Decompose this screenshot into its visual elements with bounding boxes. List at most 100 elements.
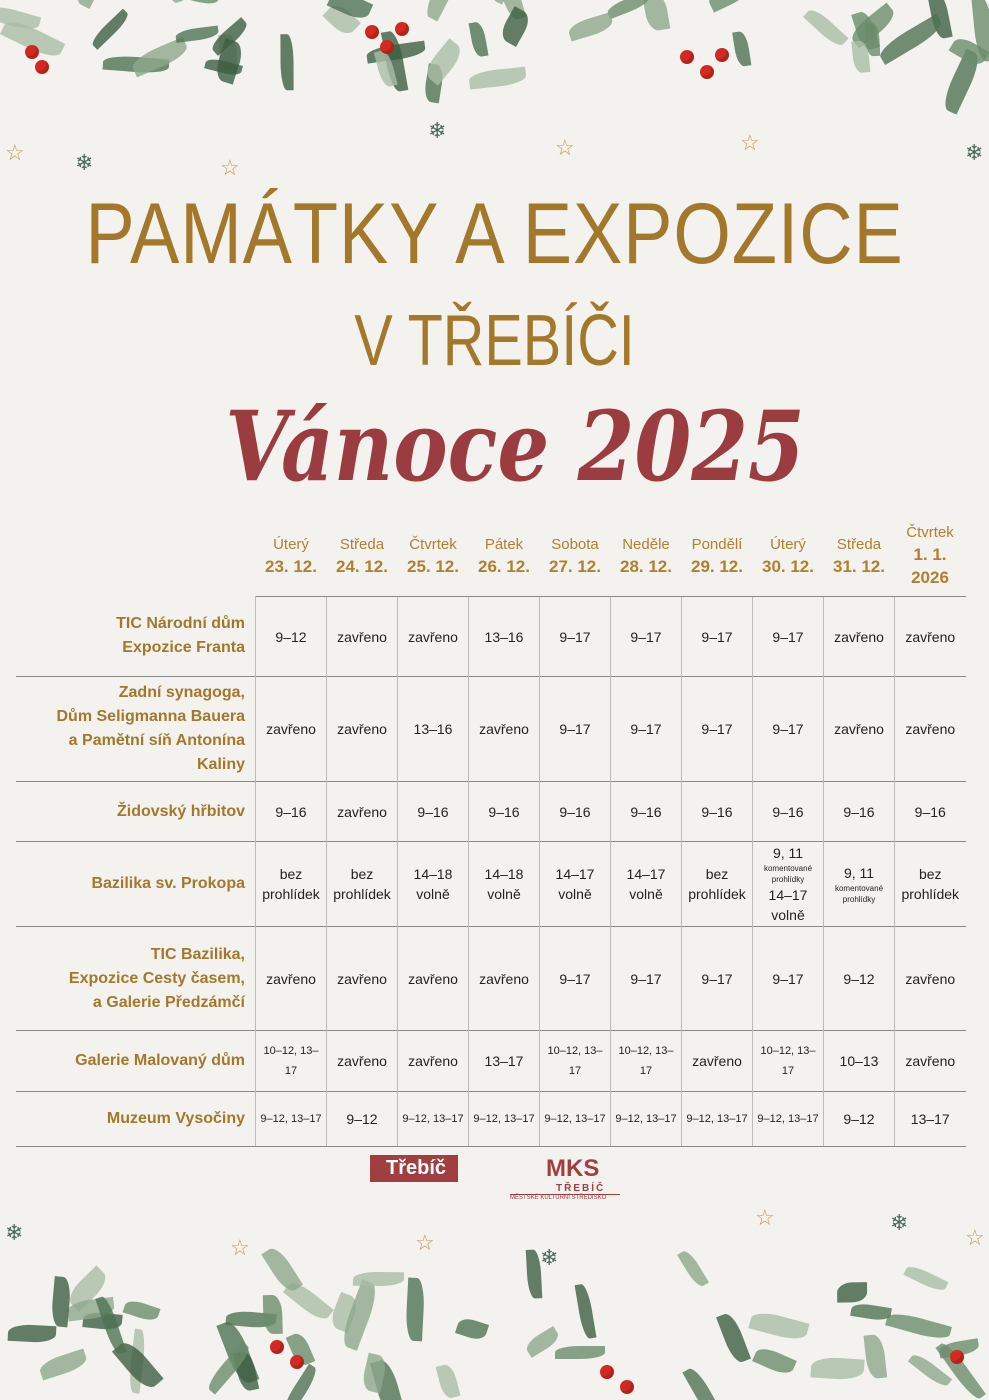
venue-name-line: Expozice Cesty časem, <box>68 969 245 987</box>
venue-name: Muzeum Vysočiny <box>16 1091 256 1147</box>
star-icon: ☆ <box>755 1205 775 1230</box>
schedule-cell: 9–17 <box>610 596 682 677</box>
day-header: Čtvrtek 25. 12. <box>398 522 469 597</box>
cell-text: 9–17 <box>701 721 733 737</box>
cell-part: 9, 11 <box>772 845 804 861</box>
star-icon: ☆ <box>230 1235 250 1260</box>
cell-text: 9–12 <box>275 628 307 645</box>
schedule-cell: 9–17 <box>539 926 611 1031</box>
snowflake-icon: ❄ <box>5 1220 24 1245</box>
schedule-cell: zavřeno <box>894 1030 966 1092</box>
snowflake-icon: ❄ <box>540 1245 559 1270</box>
day-name: Úterý <box>770 535 806 553</box>
leaf-icon <box>405 1277 426 1341</box>
cell-text: 9–17 <box>772 721 804 737</box>
cell-text: 9–16 <box>914 803 946 820</box>
day-header: Sobota 27. 12. <box>540 522 611 597</box>
day-header: Středa 24. 12. <box>327 522 398 597</box>
venue-name-line: Expozice Franta <box>122 639 245 657</box>
cell-text: zavřeno <box>266 970 316 987</box>
cell-text: zavřeno <box>337 721 387 737</box>
schedule-cell: 9–12, 13–17 <box>255 1091 327 1147</box>
schedule-cell: 13–17 <box>894 1091 966 1147</box>
schedule-cell: 10–12, 13–17 <box>610 1030 682 1092</box>
venue-name: Židovský hřbitov <box>16 781 256 842</box>
star-icon: ☆ <box>555 135 575 160</box>
cell-text: 9–12, 13–17 <box>544 1113 606 1125</box>
cell-text: 9–16 <box>843 803 875 820</box>
schedule-cell: 9–12 <box>326 1091 398 1147</box>
table-row: Galerie Malovaný dům 10–12, 13–17 zavřeno z… <box>16 1030 966 1092</box>
day-header: Pondělí 29. 12. <box>682 522 753 597</box>
day-name: Čtvrtek <box>409 535 457 553</box>
schedule-cell: bez prohlídek <box>326 841 398 927</box>
cell-text: zavřeno <box>408 970 458 987</box>
day-header: Neděle 28. 12. <box>611 522 682 597</box>
schedule-cell: zavřeno <box>255 676 327 782</box>
venue-name: Galerie Malovaný dům <box>16 1030 256 1092</box>
cell-text: 10–12, 13–17 <box>547 1045 603 1077</box>
berry-icon <box>680 50 694 64</box>
cell-text: 9–12 <box>843 1111 875 1127</box>
day-name: Pátek <box>484 535 524 553</box>
schedule-cell: 9–12 <box>255 596 327 677</box>
berry-icon <box>290 1355 304 1369</box>
cell-text: 9–16 <box>417 803 449 820</box>
table-row: Židovský hřbitov 9–16 zavřeno 9–16 9–16 9–16 9… <box>16 781 966 842</box>
berry-icon <box>715 48 729 62</box>
leaf-icon <box>175 25 220 43</box>
table-row: Bazilika sv. Prokopa bez prohlídek bez pro… <box>16 841 966 927</box>
schedule-cell: 10–12, 13–17 <box>255 1030 327 1092</box>
berry-icon <box>395 22 409 36</box>
schedule-cell: 9–17 <box>681 926 753 1031</box>
cell-text: 9–16 <box>559 803 591 820</box>
cell-note: komentované prohlídky <box>834 884 884 904</box>
leaf-icon <box>903 1262 949 1294</box>
cell-part: 14–17 volně <box>768 887 808 923</box>
day-date: 28. 12. <box>620 556 672 576</box>
day-header: Středa 31. 12. <box>824 522 895 597</box>
schedule-cell: zavřeno <box>397 596 469 677</box>
leaf-icon <box>575 1283 597 1340</box>
schedule-cell: 9–16 <box>752 781 824 842</box>
day-name: Neděle <box>622 535 670 553</box>
cell-text: zavřeno <box>692 1053 742 1069</box>
venue-name-line: Zadní synagoga, <box>118 684 245 701</box>
schedule-cell: 9–17 <box>752 926 824 1031</box>
leaf-icon <box>352 1271 404 1287</box>
star-icon: ☆ <box>415 1230 435 1255</box>
cell-text: zavřeno <box>905 628 956 645</box>
schedule-cell: zavřeno <box>255 926 327 1031</box>
cell-text: 9–17 <box>559 970 591 987</box>
leaf-icon <box>862 1333 888 1381</box>
schedule-cell: 14–18 volně <box>397 841 469 927</box>
berry-icon <box>950 1350 964 1364</box>
snowflake-icon: ❄ <box>75 150 94 175</box>
cell-text: bez prohlídek <box>262 866 320 902</box>
leaf-icon <box>72 0 111 10</box>
schedule-cell: zavřeno <box>823 596 895 677</box>
cell-text: 13–16 <box>484 628 524 645</box>
snowflake-icon: ❄ <box>428 118 447 143</box>
schedule-cell: 9–17 <box>610 926 682 1031</box>
mks-subtitle: MĚSTSKÉ KULTURNÍ STŘEDISKO <box>510 1194 620 1201</box>
cell-text: 13–17 <box>910 1111 950 1127</box>
schedule-cell: 10–13 <box>823 1030 895 1092</box>
schedule-cell: 9–16 <box>681 781 753 842</box>
leaf-icon <box>748 1308 811 1343</box>
schedule-cell: 9–12, 13–17 <box>752 1091 824 1147</box>
cell-text: bez prohlídek <box>333 866 391 902</box>
berry-icon <box>35 60 49 74</box>
schedule-cell: zavřeno <box>468 926 540 1031</box>
cell-text: 10–13 <box>839 1053 879 1069</box>
snowflake-icon: ❄ <box>965 140 984 165</box>
cell-text: 9–12, 13–17 <box>260 1113 322 1125</box>
leaf-icon <box>802 5 848 49</box>
trebic-logo-text: Třebíč <box>386 1157 447 1179</box>
day-header: Úterý 23. 12. <box>256 522 327 597</box>
cell-text: 9–12, 13–17 <box>402 1113 464 1125</box>
schedule-cell: zavřeno <box>326 676 398 782</box>
day-date: 27. 12. <box>549 556 601 576</box>
table-row: Zadní synagoga, Dům Seligmanna Bauera a Pa… <box>16 676 966 782</box>
cell-text: 13–17 <box>484 1053 524 1069</box>
